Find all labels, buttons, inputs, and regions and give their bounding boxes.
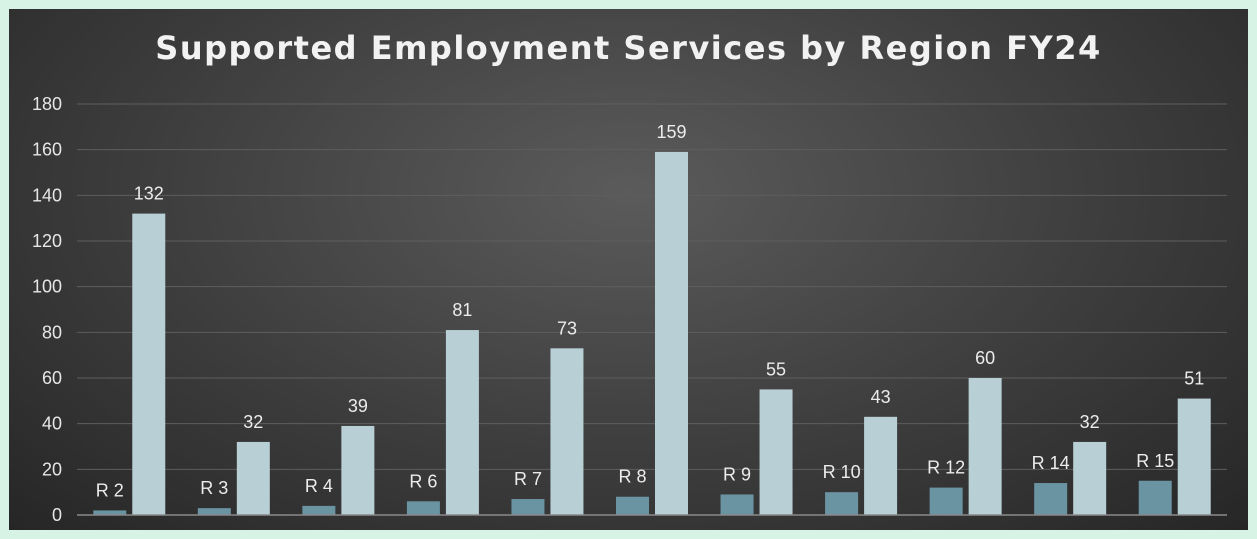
y-axis-ticks: 0 20 40 60 80 100 120 140 160 180: [32, 94, 62, 525]
value-label: 60: [975, 348, 995, 368]
value-label: 39: [348, 396, 368, 416]
bar: [132, 213, 166, 515]
bar: [1177, 398, 1211, 515]
category-label: R 10: [823, 462, 861, 482]
bar: [968, 378, 1002, 515]
bar: [1073, 441, 1107, 515]
bar: [302, 505, 336, 515]
bar-chart: 0 20 40 60 80 100 120 140 160 180 R 2 132 R 3 32 R 4 3…: [32, 94, 1227, 525]
value-label: 132: [134, 184, 164, 204]
category-label: R 12: [927, 458, 965, 478]
category-label: R 6: [409, 471, 437, 491]
y-tick-label: 120: [32, 231, 62, 251]
bar: [445, 330, 479, 515]
bar: [929, 487, 963, 515]
y-tick-label: 180: [32, 94, 62, 114]
bar: [616, 496, 649, 515]
category-label: R 3: [200, 478, 228, 498]
bar: [759, 389, 793, 515]
data-labels: R 2 132 R 3 32 R 4 39 R 6 81 R 7 73 R 8 159 R 9 55 R 1…: [96, 122, 1204, 500]
y-tick-label: 40: [42, 414, 62, 434]
category-label: R 4: [305, 476, 333, 496]
bar: [825, 492, 859, 515]
y-tick-label: 20: [42, 459, 62, 479]
bar: [511, 499, 545, 515]
y-tick-label: 160: [32, 140, 62, 160]
value-label: 81: [452, 300, 472, 320]
bar: [1138, 480, 1172, 515]
y-tick-label: 0: [52, 505, 62, 525]
value-label: 32: [243, 412, 263, 432]
bar: [197, 508, 231, 515]
y-tick-label: 140: [32, 185, 62, 205]
value-label: 73: [557, 318, 577, 338]
value-label: 43: [871, 387, 891, 407]
bar: [864, 416, 898, 515]
bars: [93, 151, 1211, 515]
y-tick-label: 60: [42, 368, 62, 388]
value-label: 51: [1184, 369, 1204, 389]
bar: [341, 425, 375, 515]
chart-frame: Supported Employment Services by Region …: [9, 9, 1248, 530]
category-label: R 15: [1136, 451, 1174, 471]
bar: [1034, 483, 1068, 515]
chart-title: Supported Employment Services by Region …: [155, 29, 1102, 67]
bar: [655, 151, 688, 515]
category-label: R 9: [723, 464, 751, 484]
category-label: R 14: [1032, 453, 1070, 473]
category-label: R 8: [618, 467, 646, 487]
value-label: 55: [766, 359, 786, 379]
value-label: 32: [1080, 412, 1100, 432]
y-tick-label: 80: [42, 322, 62, 342]
bar: [93, 510, 127, 515]
bar: [236, 441, 270, 515]
category-label: R 7: [514, 469, 542, 489]
bar: [406, 501, 440, 515]
bar: [720, 494, 754, 515]
bar: [550, 348, 584, 515]
value-label: 159: [656, 122, 686, 142]
y-tick-label: 100: [32, 277, 62, 297]
category-label: R 2: [96, 480, 124, 500]
